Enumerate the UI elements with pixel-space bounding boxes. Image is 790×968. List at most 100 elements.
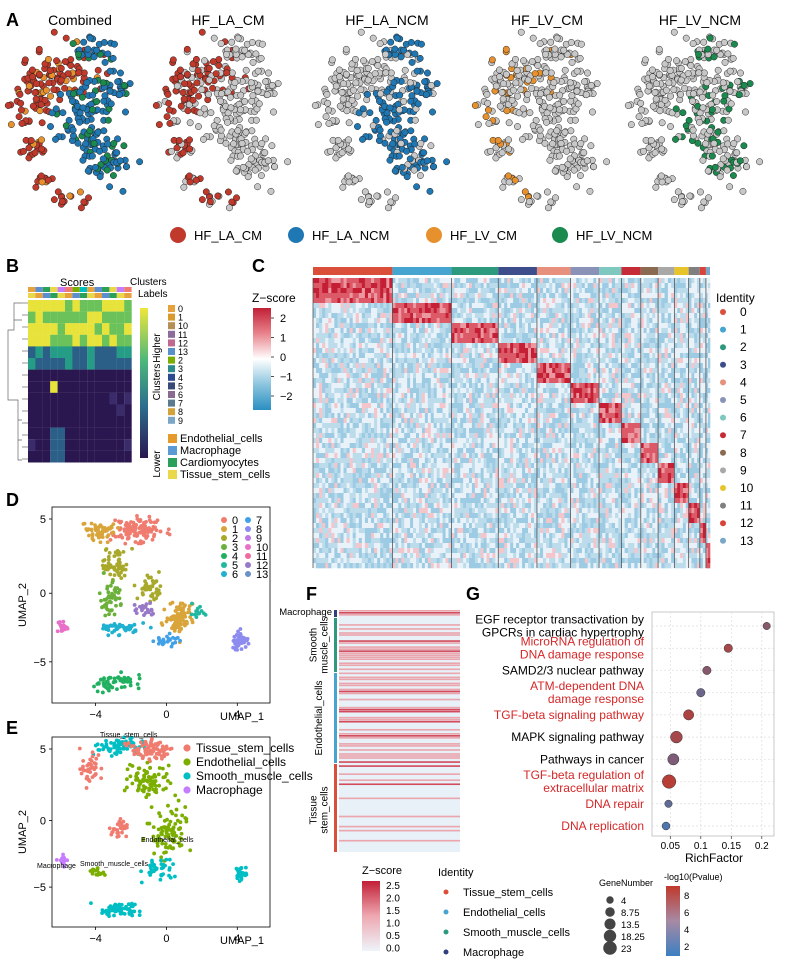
- panel-c-heat-cell: [477, 358, 482, 364]
- panel-c-heat-cell: [584, 333, 588, 339]
- panel-a-point: [677, 64, 685, 72]
- panel-c-heat-cell: [340, 293, 344, 299]
- panel-c-heat-cell: [489, 373, 493, 379]
- panel-c-heat-cell: [337, 343, 341, 349]
- panel-c-heat-cell: [337, 283, 341, 289]
- panel-c-heat-cell: [536, 318, 541, 324]
- panel-a-point: [181, 80, 188, 88]
- panel-c-heat-cell: [367, 338, 372, 344]
- panel-b-heat-cell: [102, 416, 110, 428]
- panel-a-point: [239, 163, 247, 171]
- panel-a-point: [357, 28, 365, 36]
- panel-c-heat-cell: [525, 343, 529, 349]
- panel-c-heat-cell: [316, 278, 320, 284]
- panel-c-heat-cell: [561, 323, 565, 329]
- panel-c-heat-cell: [593, 358, 597, 364]
- panel-c-heat-cell: [516, 328, 520, 334]
- panel-c-heat-cell: [395, 293, 399, 299]
- panel-c-heat-cell: [501, 338, 505, 344]
- panel-c-heat-cell: [501, 278, 505, 284]
- panel-a-point: [50, 28, 58, 36]
- panel-c-heat-cell: [649, 348, 653, 354]
- panel-c-heat-cell: [316, 358, 320, 364]
- panel-c-heat-cell: [694, 338, 698, 344]
- panel-c-heat-cell: [631, 373, 635, 379]
- panel-c-heat-cell: [331, 323, 335, 329]
- panel-a-point: [571, 140, 579, 148]
- panel-a-point: [525, 198, 533, 206]
- panel-c-heat-cell: [463, 378, 467, 384]
- panel-c-heat-cell: [480, 353, 484, 359]
- label-annot-cell: [42, 293, 51, 298]
- panel-c-heat-cell: [340, 328, 344, 334]
- panel-c-heat-cell: [546, 343, 550, 349]
- panel-c-heat-cell: [340, 373, 344, 379]
- panel-c-heat-cell: [536, 323, 541, 329]
- panel-c-heat-cell: [416, 348, 420, 354]
- panel-c-heat-cell: [576, 333, 580, 339]
- panel-c-heat-cell: [410, 308, 414, 314]
- panel-c-heat-cell: [680, 373, 684, 379]
- panel-a-point: [709, 91, 717, 99]
- panel-c-heat-cell: [590, 318, 594, 324]
- panel-c-heat-cell: [602, 348, 606, 354]
- panel-c-heat-cell: [343, 293, 347, 299]
- panel-c-heat-cell: [433, 348, 437, 354]
- panel-c-heat-cell: [528, 278, 532, 284]
- panel-c-heat-cell: [581, 308, 586, 314]
- panel-c-heat-cell: [631, 368, 635, 374]
- panel-c-heat-cell: [392, 278, 396, 284]
- panel-a-point: [426, 187, 434, 195]
- panel-c-identity-segment: [705, 267, 710, 275]
- panel-c-identity-segment: [688, 267, 700, 275]
- panel-a-point: [228, 38, 236, 46]
- panel-a-point: [578, 40, 585, 48]
- panel-a-point: [258, 139, 266, 147]
- panel-a-point: [90, 140, 98, 147]
- panel-a-point: [336, 102, 344, 110]
- panel-c-heat-cell: [564, 303, 568, 309]
- panel-b-heat-cell: [102, 450, 110, 463]
- cluster-annot-cell: [124, 287, 132, 292]
- panel-c-heat-cell: [699, 328, 704, 334]
- panel-c-heat-cell: [576, 293, 580, 299]
- panel-c-heat-cell: [343, 298, 347, 304]
- panel-c-heat-cell: [688, 278, 692, 284]
- panel-a-point: [21, 56, 29, 64]
- panel-c-heat-cell: [584, 363, 588, 369]
- panel-a-point: [36, 107, 44, 115]
- panel-a-point: [661, 96, 669, 104]
- panel-c-heat-cell: [401, 293, 405, 299]
- panel-c-heat-cell: [525, 298, 529, 304]
- panel-a-point: [252, 50, 260, 58]
- panel-a-point: [94, 128, 102, 136]
- panel-b-heat-cell: [124, 358, 132, 370]
- panel-b-heat-cell: [102, 323, 110, 335]
- panel-c-heat-cell: [401, 343, 405, 349]
- panel-b-clusters-axis-label: Clusters: [152, 364, 163, 401]
- panel-c-heat-cell: [552, 363, 556, 369]
- panel-c-heat-cell: [519, 308, 523, 314]
- panel-c-heat-cell: [608, 293, 613, 299]
- panel-c-heat-cell: [352, 323, 357, 329]
- panel-c-heat-cell: [593, 328, 597, 334]
- panel-c-heat-cell: [386, 348, 390, 354]
- panel-c-heat-cell: [631, 348, 635, 354]
- panel-c-heat-cell: [439, 353, 443, 359]
- panel-c-heat-cell: [439, 378, 443, 384]
- panel-c-heat-cell: [615, 318, 619, 324]
- panel-a-point: [513, 67, 521, 75]
- panel-a-point: [560, 46, 568, 54]
- panel-c-heat-cell: [319, 308, 323, 314]
- panel-b-heatmap: [28, 300, 132, 463]
- panel-c-heat-cell: [652, 378, 656, 384]
- panel-a-point: [368, 84, 376, 92]
- panel-c-heat-cell: [436, 373, 440, 379]
- panel-c-heat-cell: [510, 323, 514, 329]
- panel-b-heat-cell: [102, 346, 110, 359]
- panel-c-heat-cell: [587, 378, 591, 384]
- panel-c-heat-cell: [469, 333, 473, 339]
- panel-c-heat-cell: [627, 303, 632, 309]
- panel-c-heat-cell: [593, 313, 597, 319]
- panel-a-point: [100, 39, 108, 46]
